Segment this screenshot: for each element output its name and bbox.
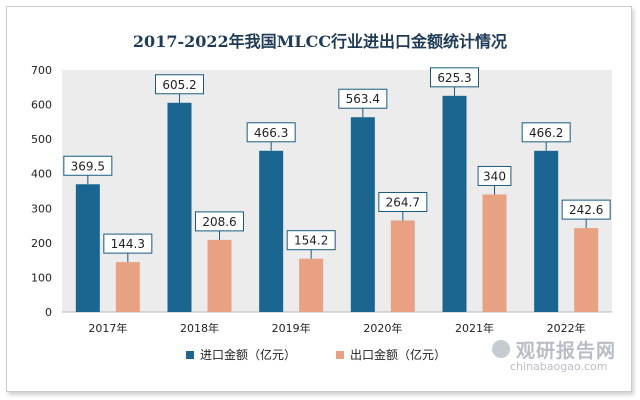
data-label: 466.2 <box>529 126 563 140</box>
data-label: 242.6 <box>569 203 603 217</box>
plot-background <box>62 70 612 312</box>
data-label: 154.2 <box>294 234 328 248</box>
x-tick-label: 2022年 <box>547 321 586 335</box>
y-tick-label: 300 <box>31 202 52 215</box>
y-tick-label: 500 <box>31 133 52 146</box>
y-tick-label: 400 <box>31 168 52 181</box>
legend-swatch <box>336 351 344 359</box>
x-axis: 2017年 2018年 2019年 2020年 2021年 2022年 <box>62 311 612 335</box>
y-tick-label: 0 <box>45 306 52 319</box>
bar-import <box>167 102 192 312</box>
bar-export <box>390 220 415 312</box>
bar-import <box>75 184 100 312</box>
data-label: 563.4 <box>346 92 380 106</box>
x-tick-label: 2021年 <box>455 321 494 335</box>
data-label: 625.3 <box>437 71 471 85</box>
data-labels: 369.5 144.3 605.2 208.6 466.3 154.2 563.4 264.7… <box>63 67 611 263</box>
y-tick-label: 600 <box>31 99 52 112</box>
bar-export <box>482 194 507 312</box>
bar-export <box>299 258 324 312</box>
x-tick-label: 2018年 <box>180 321 219 335</box>
data-label: 369.5 <box>71 159 105 173</box>
legend: 进口金额（亿元） 出口金额（亿元） <box>186 347 446 362</box>
watermark-cn: 观研报告网 <box>516 340 617 362</box>
watermark-en: chinabaogao.com <box>510 360 608 373</box>
bar-import <box>350 117 375 312</box>
chart-title: 2017-2022年我国MLCC行业进出口金额统计情况 <box>132 32 508 51</box>
bar-import <box>442 95 467 312</box>
bar-import <box>259 150 284 312</box>
watermark-logo: 观研报告网 chinabaogao.com <box>492 336 628 380</box>
bar-export <box>207 239 232 312</box>
watermark-icon <box>492 340 510 358</box>
data-label: 340 <box>483 169 506 183</box>
legend-label: 进口金额（亿元） <box>200 347 296 362</box>
data-label: 144.3 <box>111 237 145 251</box>
data-label: 605.2 <box>162 78 196 92</box>
data-label: 264.7 <box>386 195 420 209</box>
plot-area <box>62 70 612 312</box>
data-label: 208.6 <box>202 215 236 229</box>
data-label: 466.3 <box>254 126 288 140</box>
bar-export <box>574 228 599 312</box>
bar-export <box>115 262 140 312</box>
x-tick-label: 2020年 <box>363 321 402 335</box>
legend-label: 出口金额（亿元） <box>350 347 446 362</box>
legend-swatch <box>186 351 194 359</box>
bar-import <box>534 150 559 312</box>
x-tick-label: 2019年 <box>272 321 311 335</box>
y-tick-label: 700 <box>31 64 52 77</box>
y-tick-label: 100 <box>31 271 52 284</box>
y-tick-label: 200 <box>31 237 52 250</box>
y-axis: 0 100 200 300 400 500 600 700 <box>31 64 52 319</box>
x-tick-label: 2017年 <box>88 321 127 335</box>
bars <box>75 95 599 312</box>
